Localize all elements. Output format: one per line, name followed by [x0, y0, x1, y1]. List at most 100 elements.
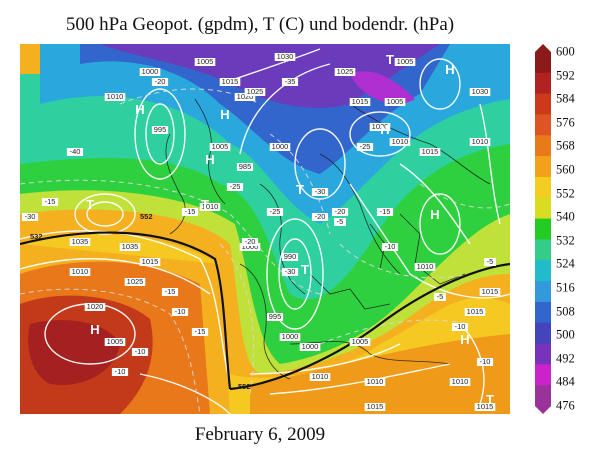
isotherm-label-bg — [181, 208, 199, 216]
isobar-label-bg — [84, 303, 106, 311]
isotherm-label-bg — [311, 188, 329, 196]
colorbar-tick-label: 584 — [556, 91, 575, 106]
isotherm-label: -5 — [337, 217, 344, 226]
isotherm-label: -10 — [135, 347, 146, 356]
low-pressure-mark: T — [301, 262, 309, 277]
isobar-label-bg — [449, 378, 471, 386]
isobar-label-bg — [266, 313, 284, 321]
isobar-label: 1025 — [337, 67, 354, 76]
isobar-label-bg — [236, 163, 254, 171]
isobar-label-bg — [244, 88, 266, 96]
high-pressure-mark: H — [430, 207, 439, 222]
isobar-label: 1025 — [247, 87, 264, 96]
isobar-label-bg — [394, 58, 416, 66]
contour-552 — [20, 231, 232, 390]
high-pressure-mark: H — [445, 62, 454, 77]
isobar-label-bg — [139, 258, 161, 266]
colorbar-tick-label: 516 — [556, 280, 575, 295]
colorbar-segment — [535, 364, 551, 386]
isobar-label: 1000 — [142, 67, 159, 76]
isotherm-label-bg — [21, 213, 39, 221]
isobar-label: 1005 — [107, 337, 124, 346]
isotherm-label-bg — [191, 328, 209, 336]
isotherm-label-bg — [476, 358, 494, 366]
isobar-label-bg — [124, 278, 146, 286]
colorbar-segment — [535, 281, 551, 303]
isotherm-label-bg — [434, 293, 446, 301]
colorbar-segment — [535, 72, 551, 95]
isobar-label-bg — [469, 138, 491, 146]
field-purple — [100, 44, 440, 108]
contour-552-east — [229, 262, 510, 391]
colorbar-segment — [535, 197, 551, 220]
weather-map: 1000 1005 1010 1015 1020 995 1025 1030 1000 985 10… — [20, 44, 510, 414]
isotherm-label-bg — [266, 208, 284, 216]
isotherm-label: -10 — [455, 322, 466, 331]
colorbar-segment — [535, 218, 551, 240]
isotherm-label: -10 — [480, 357, 491, 366]
isobar-label: 1015 — [482, 287, 499, 296]
isobar-label-bg — [419, 148, 441, 156]
high-pressure-mark: H — [205, 152, 214, 167]
contour-value-label: 552 — [140, 212, 153, 221]
high-pressure-mark: H — [380, 122, 389, 137]
isotherm-label: -30 — [25, 212, 36, 221]
colorbar-tick-label: 532 — [556, 233, 575, 248]
isobar-label: 1010 — [312, 372, 329, 381]
low-pressure-mark: T — [296, 182, 304, 197]
isobar-label-bg — [209, 143, 231, 151]
low-pressure-mark: T — [486, 392, 494, 407]
isobar-label-bg — [364, 403, 386, 411]
isobar-label-bg — [479, 288, 501, 296]
field-magenta — [350, 71, 415, 104]
colorbar-tick-label: 576 — [556, 115, 575, 130]
isobars — [20, 48, 510, 414]
isobar-label-bg — [69, 238, 91, 246]
colorbar-tick-label: 476 — [556, 398, 575, 413]
isotherm-label-bg — [376, 208, 394, 216]
contour-value-label: 532 — [30, 232, 43, 241]
isobar-label-bg — [299, 343, 321, 351]
isotherm-label: -40 — [70, 147, 81, 156]
isotherm-label: -30 — [285, 267, 296, 276]
isobar-label: 1015 — [222, 77, 239, 86]
isotherm-label-bg — [311, 213, 329, 221]
isotherm-label-bg — [451, 323, 469, 331]
isobar-label: 1000 — [242, 242, 259, 251]
isobar-label: 1010 — [202, 202, 219, 211]
colorbar-segment — [535, 322, 551, 345]
isobar-label-bg — [414, 263, 436, 271]
colorbar-tick-label: 592 — [556, 68, 575, 83]
isobar-label: 1010 — [72, 267, 89, 276]
isotherm-label: -10 — [175, 307, 186, 316]
isobar-label: 1005 — [352, 337, 369, 346]
isobar-label-bg — [234, 93, 256, 101]
isobar-label: 995 — [154, 125, 167, 134]
isobar-label: 1015 — [467, 307, 484, 316]
isobar-label-bg — [104, 93, 126, 101]
isobar-label-bg — [364, 378, 386, 386]
isotherm-label-bg — [111, 368, 129, 376]
isobar-label: 1035 — [72, 237, 89, 246]
isotherm-label-bg — [171, 308, 189, 316]
isobar-label: 1015 — [142, 257, 159, 266]
isotherm-label: -5 — [487, 257, 494, 266]
isobar-label: 985 — [239, 162, 252, 171]
isotherm-label: -10 — [385, 242, 396, 251]
isobar-label: 1025 — [127, 277, 144, 286]
isobar-label-bg — [119, 243, 141, 251]
colorbar-tick-label: 552 — [556, 186, 575, 201]
isobar-label: 1020 — [87, 302, 104, 311]
high-pressure-mark: H — [135, 102, 144, 117]
colorbar-segment — [535, 343, 551, 365]
chart-title: 500 hPa Geopot. (gpdm), T (C) und bodend… — [65, 14, 455, 35]
isotherm-label-bg — [41, 198, 59, 206]
isobar-label-bg — [279, 333, 301, 341]
isobar-label: 1005 — [212, 142, 229, 151]
low-pressure-mark: T — [201, 197, 209, 212]
isobar-label-bg — [281, 253, 299, 261]
isotherm-label-bg — [131, 348, 149, 356]
isobar-label: 1015 — [352, 97, 369, 106]
field-orange-south — [250, 334, 510, 414]
isobar-label: 1010 — [472, 137, 489, 146]
